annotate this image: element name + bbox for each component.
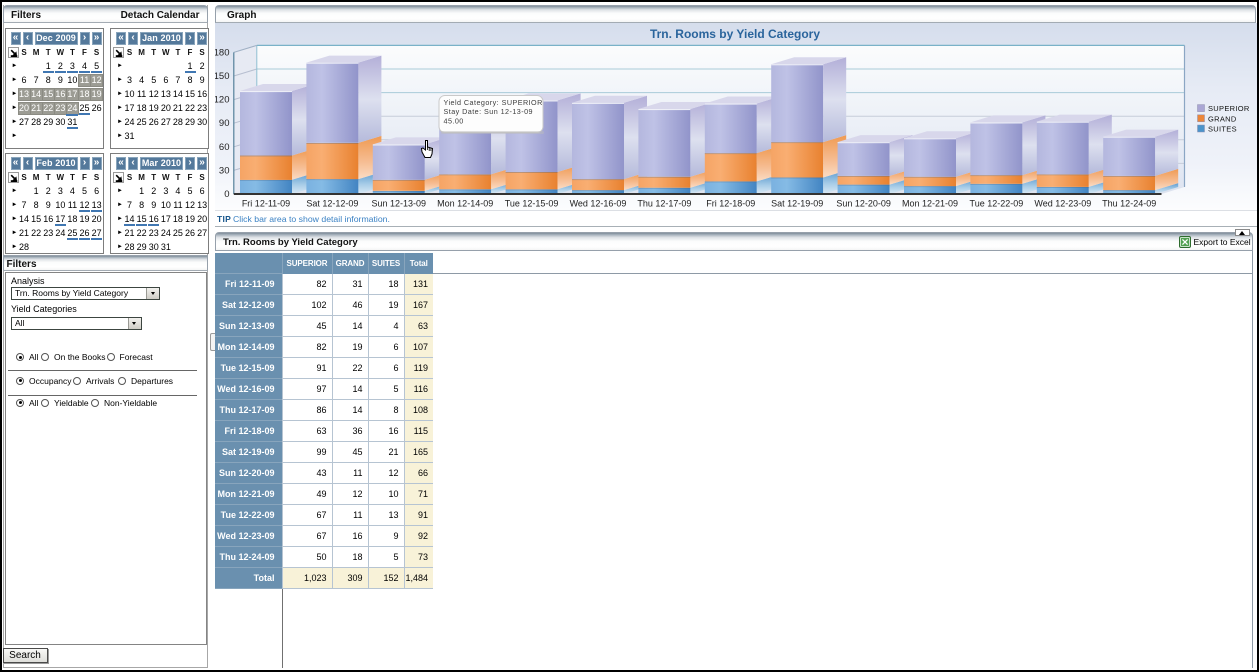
svg-text:Sat 12-19-09: Sat 12-19-09	[771, 199, 823, 209]
svg-text:Stay Date: Sun 12-13-09: Stay Date: Sun 12-13-09	[444, 107, 533, 116]
svg-text:GRAND: GRAND	[1208, 114, 1237, 123]
svg-text:Wed 12-23-09: Wed 12-23-09	[1034, 199, 1091, 209]
svg-text:Tue 12-22-09: Tue 12-22-09	[970, 199, 1024, 209]
svg-text:SUITES: SUITES	[1208, 125, 1237, 134]
svg-text:Sun 12-13-09: Sun 12-13-09	[372, 199, 427, 209]
svg-text:Sat 12-12-09: Sat 12-12-09	[306, 199, 358, 209]
svg-text:Thu 12-17-09: Thu 12-17-09	[637, 199, 691, 209]
svg-text:60: 60	[219, 142, 230, 153]
svg-text:90: 90	[219, 118, 230, 129]
svg-text:0: 0	[224, 189, 229, 200]
svg-text:30: 30	[219, 165, 230, 176]
svg-text:Mon 12-21-09: Mon 12-21-09	[902, 199, 958, 209]
svg-text:Yield Category: SUPERIOR: Yield Category: SUPERIOR	[444, 98, 543, 107]
svg-text:Sun 12-20-09: Sun 12-20-09	[836, 199, 891, 209]
svg-text:Fri 12-11-09: Fri 12-11-09	[242, 199, 290, 209]
svg-text:SUPERIOR: SUPERIOR	[1208, 104, 1250, 113]
svg-text:Wed 12-16-09: Wed 12-16-09	[570, 199, 627, 209]
svg-text:Tue 12-15-09: Tue 12-15-09	[505, 199, 559, 209]
svg-text:45.00: 45.00	[444, 117, 464, 126]
svg-text:Thu 12-24-09: Thu 12-24-09	[1102, 199, 1156, 209]
svg-text:Trn. Rooms by Yield Category: Trn. Rooms by Yield Category	[650, 27, 820, 41]
svg-text:180: 180	[215, 47, 230, 58]
svg-text:150: 150	[215, 71, 230, 82]
svg-text:120: 120	[215, 95, 230, 106]
svg-text:Fri 12-18-09: Fri 12-18-09	[706, 199, 755, 209]
svg-text:Mon 12-14-09: Mon 12-14-09	[437, 199, 493, 209]
